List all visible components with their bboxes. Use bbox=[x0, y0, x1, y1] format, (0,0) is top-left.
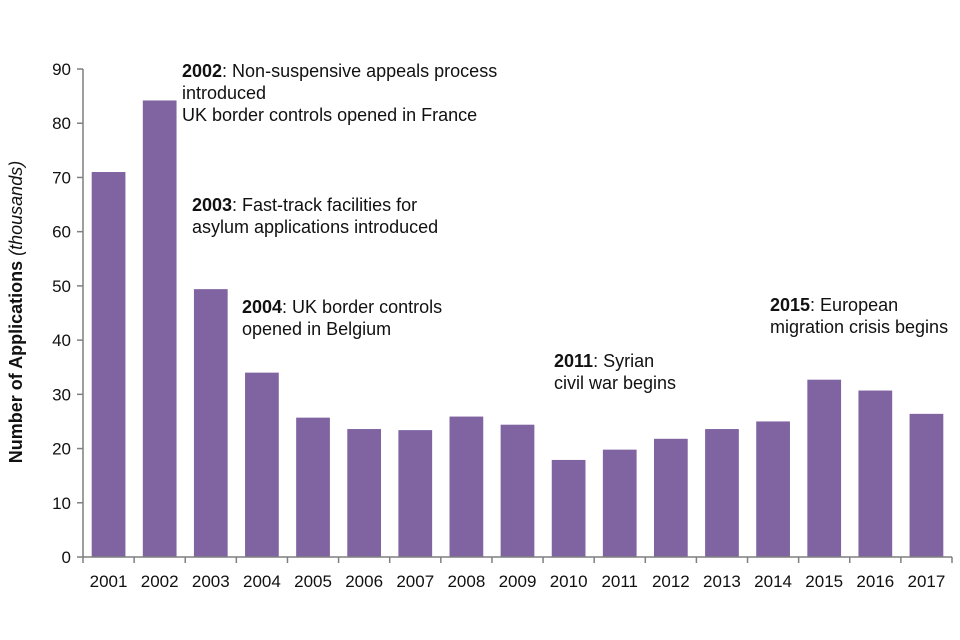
bar-2003 bbox=[193, 289, 228, 557]
x-tick-label: 2009 bbox=[499, 572, 537, 591]
bar-2005 bbox=[296, 417, 330, 557]
bar-2006 bbox=[347, 429, 382, 557]
bar-2001 bbox=[91, 172, 126, 557]
x-axis: 2001 2002 2003 2004 2005 2006 2007 2008 2009 2010… bbox=[82, 556, 953, 591]
bar-2016 bbox=[858, 390, 893, 557]
y-tick-label: 50 bbox=[52, 277, 71, 296]
y-axis-title: Number of Applications (thousands) bbox=[6, 161, 26, 463]
bar-2014 bbox=[756, 421, 790, 557]
bar-2008 bbox=[449, 416, 484, 557]
x-tick-label: 2013 bbox=[703, 572, 741, 591]
x-tick-label: 2003 bbox=[192, 572, 230, 591]
bar-2011 bbox=[602, 449, 637, 557]
x-tick-label: 2016 bbox=[856, 572, 894, 591]
bar-2010 bbox=[551, 459, 586, 557]
x-tick-label: 2012 bbox=[652, 572, 690, 591]
bar-2007 bbox=[398, 430, 433, 557]
x-tick-label: 2002 bbox=[141, 572, 179, 591]
bar-2009 bbox=[500, 424, 535, 557]
x-tick-label: 2007 bbox=[396, 572, 434, 591]
annotation-2004: 2004: UK border controls opened in Belgi… bbox=[242, 297, 443, 339]
y-tick-label: 60 bbox=[52, 223, 71, 242]
y-tick-label: 80 bbox=[52, 114, 71, 133]
y-tick-label: 30 bbox=[52, 385, 71, 404]
y-tick-label: 0 bbox=[62, 548, 71, 567]
y-tick-label: 20 bbox=[52, 440, 71, 459]
annotation-2002: 2002: Non-suspensive appeals process int… bbox=[182, 61, 498, 125]
y-axis: 0 10 20 30 40 50 60 70 80 90 bbox=[52, 60, 84, 567]
bar-2002 bbox=[142, 100, 177, 558]
y-tick-label: 40 bbox=[52, 331, 71, 350]
x-tick-label: 2015 bbox=[805, 572, 843, 591]
bars bbox=[91, 100, 944, 558]
y-tick-label: 90 bbox=[52, 60, 71, 79]
bar-2013 bbox=[705, 429, 739, 557]
x-tick-label: 2005 bbox=[294, 572, 332, 591]
x-tick-label: 2017 bbox=[908, 572, 946, 591]
x-tick-label: 2004 bbox=[243, 572, 281, 591]
x-tick-label: 2011 bbox=[601, 572, 638, 591]
bar-2015 bbox=[807, 379, 842, 557]
bar-2004 bbox=[245, 372, 279, 557]
bar-2017 bbox=[909, 413, 944, 557]
x-tick-label: 2008 bbox=[447, 572, 485, 591]
annotation-2003: 2003: Fast-track facilities for asylum a… bbox=[192, 195, 439, 237]
annotation-2015: 2015: European migration crisis begins bbox=[770, 295, 949, 337]
x-tick-label: 2006 bbox=[345, 572, 383, 591]
annotation-2011: 2011: Syrian civil war begins bbox=[554, 351, 677, 393]
bar-2012 bbox=[653, 438, 688, 557]
y-tick-label: 10 bbox=[52, 494, 71, 513]
x-tick-label: 2001 bbox=[90, 572, 128, 591]
x-tick-label: 2010 bbox=[550, 572, 588, 591]
y-tick-label: 70 bbox=[52, 168, 71, 187]
x-tick-label: 2014 bbox=[754, 572, 792, 591]
